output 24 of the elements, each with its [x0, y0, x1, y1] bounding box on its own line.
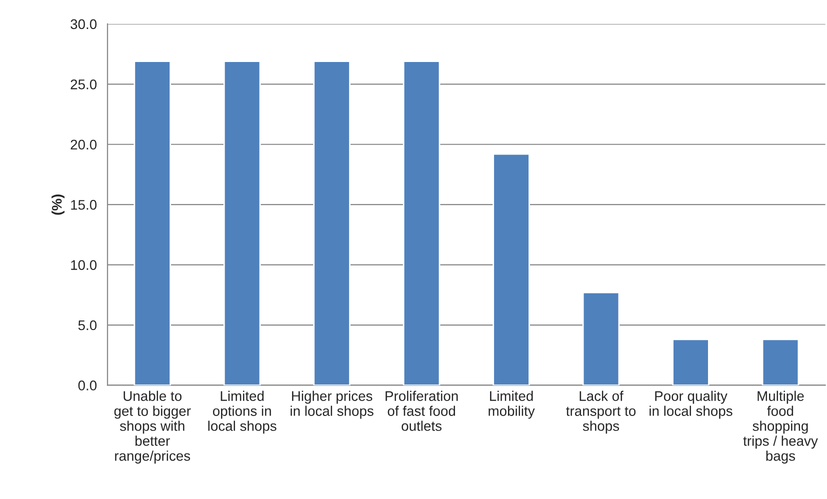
- bar: [134, 60, 172, 386]
- y-axis-title: (%): [52, 194, 65, 215]
- y-tick-label: 20.0: [70, 140, 97, 150]
- y-tick-label: 25.0: [70, 80, 97, 90]
- x-tick-label: Poor quality in local shops: [650, 390, 732, 419]
- bar: [582, 292, 620, 386]
- x-tick-label: Lack of transport to shops: [566, 390, 636, 434]
- bar: [492, 153, 530, 386]
- y-tick-label: 5.0: [78, 320, 97, 330]
- x-tick-label: Unable to get to bigger shops with better range/prices: [114, 390, 191, 464]
- x-tick-label: Limited options in local shops: [208, 390, 276, 434]
- bar: [402, 60, 440, 386]
- x-tick-label: Multiple food shopping trips / heavy bags: [743, 390, 818, 464]
- x-tick-label: Proliferation of fast food outlets: [386, 390, 458, 431]
- y-tick-label: 15.0: [71, 200, 97, 210]
- y-tick-label: 30.0: [70, 19, 97, 30]
- bar: [762, 338, 800, 386]
- bar: [313, 60, 350, 386]
- bar: [223, 60, 261, 386]
- x-tick-label: Higher prices in local shops: [290, 390, 374, 419]
- y-tick-label: 0.0: [78, 380, 97, 390]
- x-tick-label: Limited mobility: [488, 390, 535, 419]
- y-tick-label: 10.0: [71, 260, 97, 270]
- bar: [672, 338, 710, 386]
